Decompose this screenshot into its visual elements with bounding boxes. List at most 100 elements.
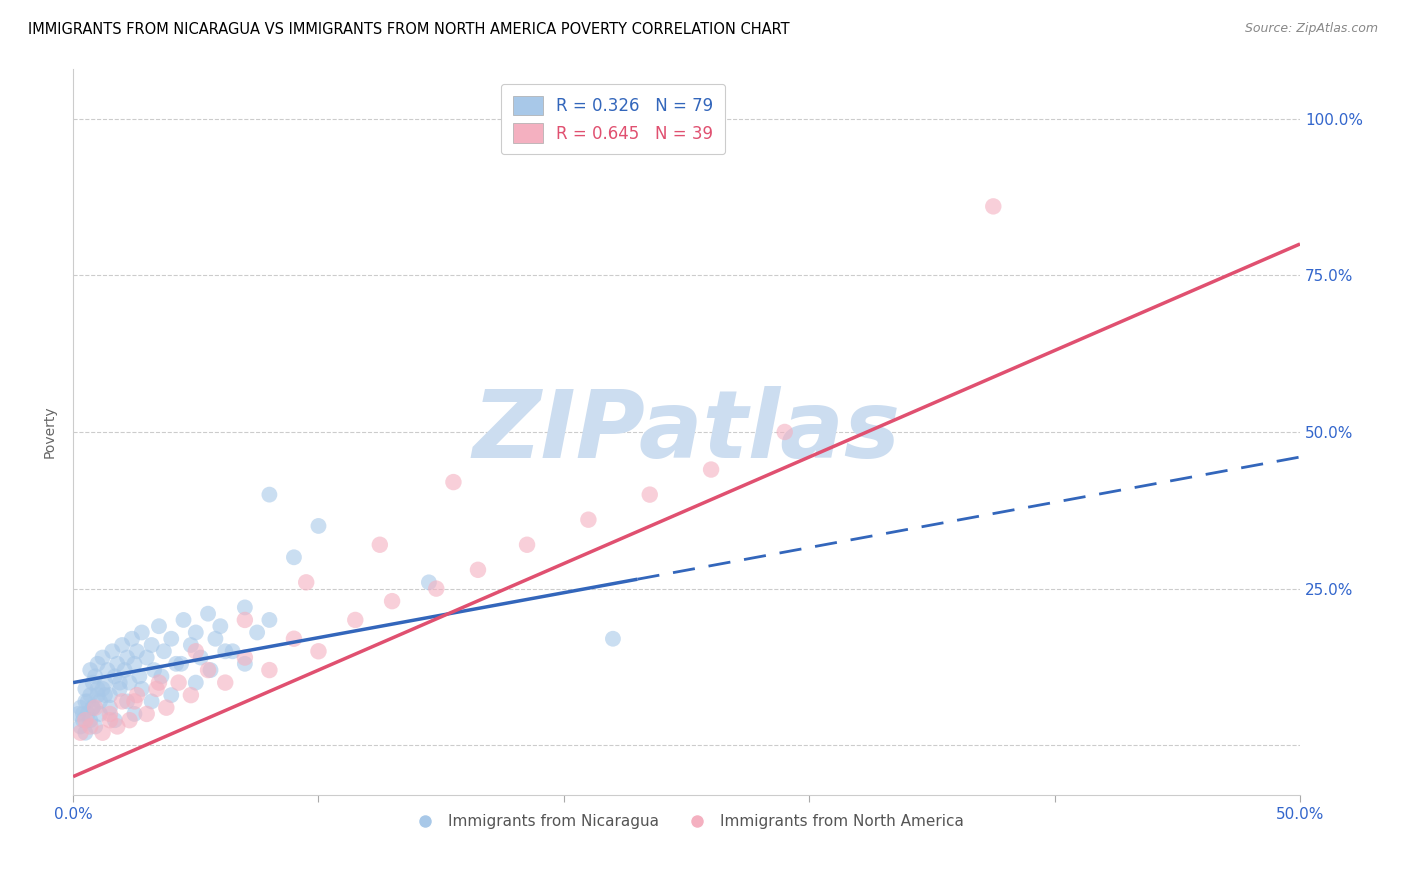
Point [69,700,91,714]
Point [170,657,193,671]
Point [75,694,97,708]
Point [135,706,157,721]
Point [98,713,121,727]
Point [98,700,121,714]
Point [94,675,117,690]
Point [180,688,202,702]
Y-axis label: Poverty: Poverty [44,406,58,458]
Point [143,663,166,677]
Point [124,657,146,671]
Point [115,650,138,665]
Point [79,719,101,733]
Point [516,538,538,552]
Point [69,719,91,733]
Point [283,550,305,565]
Point [259,663,281,677]
Point [246,625,269,640]
Text: IMMIGRANTS FROM NICARAGUA VS IMMIGRANTS FROM NORTH AMERICA POVERTY CORRELATION C: IMMIGRANTS FROM NICARAGUA VS IMMIGRANTS … [28,22,790,37]
Point [98,688,121,702]
Point [76,706,98,721]
Point [155,700,177,714]
Point [125,644,148,658]
Point [76,694,98,708]
Point [75,713,97,727]
Point [295,575,318,590]
Point [114,663,136,677]
Point [69,725,91,739]
Point [72,713,94,727]
Point [150,669,173,683]
Point [197,663,219,677]
Point [173,613,195,627]
Point [773,425,796,439]
Point [125,688,148,702]
Point [89,694,111,708]
Point [91,681,114,696]
Point [105,657,128,671]
Point [111,694,134,708]
Point [105,719,128,733]
Point [233,657,256,671]
Legend: Immigrants from Nicaragua, Immigrants from North America: Immigrants from Nicaragua, Immigrants fr… [404,808,970,835]
Point [160,632,183,646]
Point [79,713,101,727]
Point [115,694,138,708]
Point [576,513,599,527]
Point [66,706,89,721]
Point [214,644,236,658]
Point [418,575,440,590]
Point [131,625,153,640]
Point [84,669,107,683]
Point [221,644,243,658]
Point [84,719,107,733]
Point [128,669,150,683]
Point [131,681,153,696]
Point [98,706,121,721]
Point [197,607,219,621]
Point [79,663,101,677]
Point [308,644,330,658]
Point [204,632,226,646]
Point [121,632,143,646]
Point [443,475,465,489]
Point [135,650,157,665]
Point [209,619,232,633]
Point [124,694,146,708]
Point [167,675,190,690]
Point [86,657,108,671]
Point [82,675,104,690]
Point [101,644,124,658]
Point [118,675,141,690]
Point [981,199,1004,213]
Point [108,681,131,696]
Point [96,663,118,677]
Point [104,713,127,727]
Point [259,613,281,627]
Point [86,688,108,702]
Point [141,694,163,708]
Point [214,675,236,690]
Point [184,625,207,640]
Point [104,669,127,683]
Point [118,713,141,727]
Point [344,613,367,627]
Point [148,675,170,690]
Point [75,725,97,739]
Point [84,700,107,714]
Point [145,681,167,696]
Point [82,700,104,714]
Point [89,706,111,721]
Point [233,613,256,627]
Point [86,681,108,696]
Point [425,582,447,596]
Point [184,644,207,658]
Point [91,725,114,739]
Point [94,688,117,702]
Point [124,706,146,721]
Point [91,650,114,665]
Point [283,632,305,646]
Point [700,462,723,476]
Point [602,632,624,646]
Text: Source: ZipAtlas.com: Source: ZipAtlas.com [1244,22,1378,36]
Point [233,600,256,615]
